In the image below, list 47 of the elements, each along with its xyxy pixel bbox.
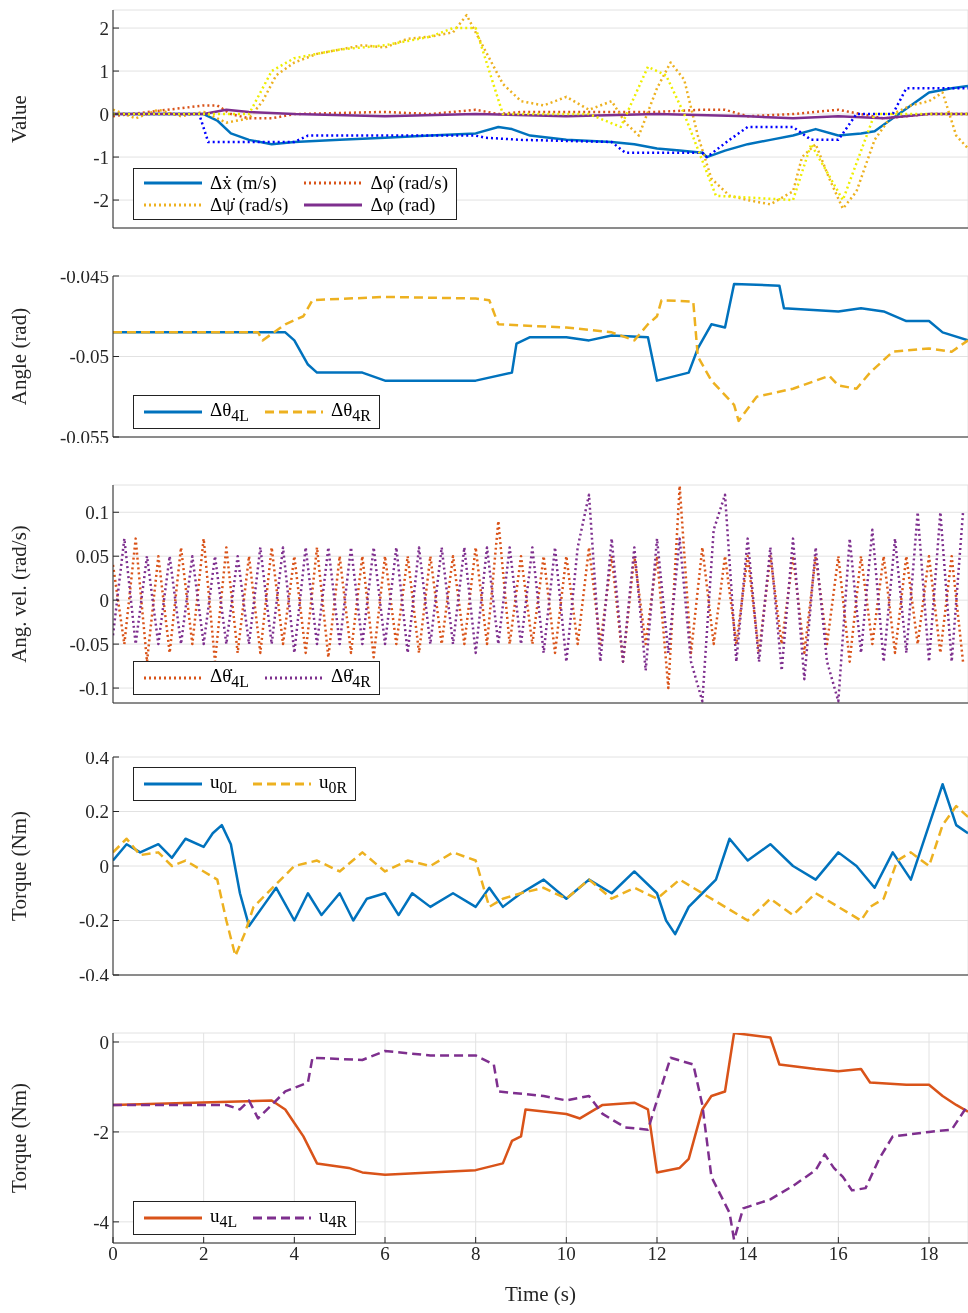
x-tick-label: 10 bbox=[556, 1243, 576, 1265]
legend-label: Δθ̇$_{4L}$ bbox=[210, 665, 249, 691]
legend-label: u$_{4L}$ bbox=[210, 1205, 238, 1231]
y-tick-label: -0.1 bbox=[78, 677, 109, 699]
y-tick-label: 0 bbox=[99, 855, 109, 877]
x-tick-label: 18 bbox=[919, 1243, 939, 1265]
x-tick-label: 6 bbox=[380, 1243, 390, 1265]
y-tick-label: 0.05 bbox=[75, 545, 109, 567]
legend-label: Δẋ (m/s) bbox=[210, 172, 277, 194]
y-axis-title: Torque (Nm) bbox=[7, 1083, 32, 1193]
y-axis-title: Value bbox=[7, 95, 32, 143]
y-tick-label: -1 bbox=[93, 146, 109, 168]
y-tick-label: -2 bbox=[93, 1121, 109, 1143]
x-tick-label: 4 bbox=[289, 1243, 300, 1265]
legend-label: Δφ̇ (rad/s) bbox=[370, 172, 448, 194]
x-tick-label: 14 bbox=[738, 1243, 758, 1265]
y-tick-label: 1 bbox=[99, 60, 109, 82]
y-tick-label: 0 bbox=[99, 103, 109, 125]
x-tick-label: 8 bbox=[470, 1243, 481, 1265]
legend-label: u$_{4R}$ bbox=[319, 1205, 348, 1231]
y-tick-label: -2 bbox=[93, 189, 109, 211]
legend-label: Δθ̇$_{4R}$ bbox=[330, 665, 371, 691]
x-tick-label: 2 bbox=[198, 1243, 209, 1265]
line-series bbox=[113, 295, 968, 423]
y-tick-label: -0.2 bbox=[78, 910, 109, 932]
legend-label: u$_{0R}$ bbox=[319, 771, 348, 797]
y-tick-label: 0.2 bbox=[85, 801, 109, 823]
y-axis-title: Ang. vel. (rad/s) bbox=[7, 525, 32, 663]
y-tick-label: 0 bbox=[99, 1031, 109, 1053]
x-axis-title: Time (s) bbox=[505, 1282, 576, 1306]
y-tick-label: 0.1 bbox=[85, 501, 109, 523]
y-tick-label: 2 bbox=[99, 17, 109, 39]
legend-label: Δψ̇ (rad/s) bbox=[210, 194, 289, 216]
x-tick-label: 16 bbox=[828, 1243, 848, 1265]
y-tick-label: 0 bbox=[99, 589, 109, 611]
x-tick-label: 12 bbox=[647, 1243, 667, 1265]
legend-label: Δθ$_{4L}$ bbox=[210, 399, 249, 425]
y-axis-title: Angle (rad) bbox=[7, 307, 32, 406]
legend-label: Δθ$_{4R}$ bbox=[330, 399, 371, 425]
legend-label: Δφ (rad) bbox=[370, 194, 436, 216]
y-tick-label: -4 bbox=[93, 1211, 110, 1233]
y-tick-label: -0.4 bbox=[78, 964, 110, 986]
legend-label: u$_{0L}$ bbox=[210, 771, 238, 797]
y-tick-label: -0.05 bbox=[69, 346, 109, 368]
y-tick-label: -0.05 bbox=[69, 633, 109, 655]
y-axis-title: Torque (Nm) bbox=[7, 811, 32, 921]
y-tick-label: -0.055 bbox=[59, 426, 109, 448]
